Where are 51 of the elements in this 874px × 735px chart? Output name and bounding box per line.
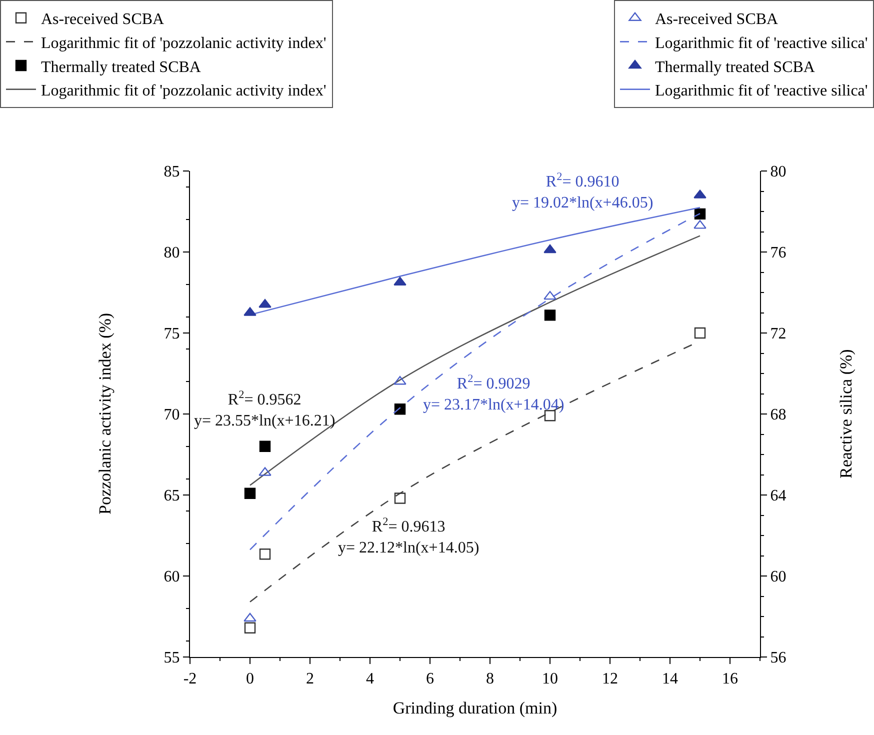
legend-label: Thermally treated SCBA — [655, 58, 816, 76]
point — [394, 492, 406, 504]
x-tick-label: 10 — [542, 670, 558, 688]
point — [244, 488, 256, 499]
legend-label: Logarithmic fit of 'reactive silica' — [655, 82, 868, 100]
y2-tick-label: 60 — [770, 568, 786, 586]
y-axis-title: Pozzolanic activity index (%) — [96, 312, 114, 514]
point — [544, 244, 556, 254]
point — [694, 208, 706, 220]
x-tick-label: 4 — [366, 670, 374, 688]
y-tick-label: 70 — [164, 406, 180, 424]
y2-tick-label: 76 — [770, 244, 786, 262]
x-tick-label: 14 — [662, 670, 678, 688]
x-tick-label: 16 — [722, 670, 738, 688]
x-tick-label: 2 — [306, 670, 314, 688]
legend-label: Logarithmic fit of 'reactive silica' — [655, 34, 868, 52]
point — [694, 327, 706, 339]
annotation: R$^{2}$= 0.9610 y= 19.02*ln(x+46.05) — [512, 171, 654, 212]
point — [259, 548, 271, 560]
point — [394, 404, 406, 415]
y-tick-label: 75 — [164, 326, 180, 343]
annotation: R$^{2}$= 0.9029 y= 23.17*ln(x+14.04) — [423, 373, 564, 414]
x-tick-label: 0 — [246, 670, 254, 688]
x-tick-label: 8 — [486, 670, 494, 688]
y2-tick-label: 64 — [770, 488, 786, 505]
point — [244, 612, 256, 622]
legend-label: Logarithmic fit of 'pozzolanic activity index' — [41, 34, 326, 52]
x-tick-label: -2 — [183, 670, 197, 688]
x-tick-label: 6 — [426, 670, 434, 688]
x-tick-label: 12 — [602, 670, 618, 688]
y2-axis-title: Reactive silica (%) — [836, 349, 856, 478]
y-tick-label: 85 — [164, 164, 180, 181]
point — [244, 622, 256, 634]
y-tick-label: 65 — [164, 488, 180, 505]
point — [259, 440, 271, 452]
y2-tick-label: 68 — [770, 406, 786, 424]
legend-label: As-received SCBA — [41, 11, 165, 28]
y2-tick-label: 72 — [770, 326, 786, 343]
y2-tick-label: 56 — [770, 650, 786, 667]
y-tick-label: 55 — [164, 650, 180, 667]
y2-tick-label: 80 — [770, 164, 786, 181]
legend-label: Logarithmic fit of 'pozzolanic activity index' — [41, 82, 326, 100]
y-tick-label: 60 — [164, 568, 180, 586]
point — [544, 290, 556, 300]
legend-label: Thermally treated SCBA — [41, 58, 202, 76]
annotation: R$^{2}$= 0.9562 y= 23.55*ln(x+16.21) — [194, 389, 336, 430]
point — [544, 310, 556, 321]
x-axis-title: Grinding duration (min) — [392, 698, 558, 718]
annotation: R$^{2}$= 0.9613 y= 22.12*ln(x+14.05) — [338, 516, 480, 557]
y-tick-label: 80 — [164, 244, 180, 262]
legend-label: As-received SCBA — [655, 11, 779, 28]
